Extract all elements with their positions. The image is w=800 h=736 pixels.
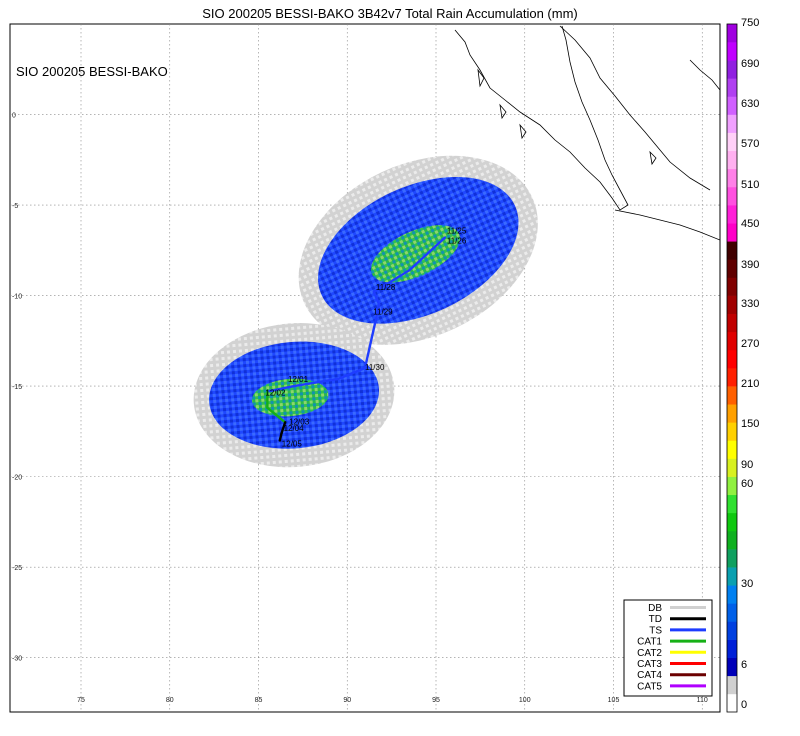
- lon-tick-label: 95: [432, 697, 440, 704]
- track-date-label: 11/30: [365, 363, 385, 372]
- track-segment[interactable]: [337, 366, 367, 381]
- track-date-label: 12/05: [282, 439, 303, 448]
- track-segment[interactable]: [266, 384, 296, 393]
- lat-tick-label: -15: [12, 384, 22, 391]
- track-segment[interactable]: [292, 377, 340, 388]
- track-segment[interactable]: [372, 290, 381, 306]
- track-segment[interactable]: [372, 269, 411, 294]
- storm-label: SIO 200205 BESSI-BAKO: [16, 64, 168, 79]
- lon-tick-label: 90: [343, 697, 351, 704]
- legend-label: DB: [648, 603, 662, 614]
- lon-tick-label: 75: [77, 697, 85, 704]
- track-date-label: 12/03: [289, 417, 310, 426]
- lat-tick-label: -30: [12, 656, 22, 663]
- track-segment[interactable]: [408, 236, 447, 272]
- longitude-tick-labels: 75 80 85 90 95 100 105 110: [77, 697, 708, 704]
- lat-tick-label: -10: [12, 294, 22, 301]
- coastline: [454, 25, 720, 241]
- gridlines: [10, 24, 720, 712]
- legend-label: CAT4: [637, 670, 662, 681]
- latitude-tick-labels: 0 -5 -10 -15 -20 -25 -30: [12, 113, 22, 663]
- track-date-label: 11/26: [447, 237, 467, 246]
- lon-tick-label: 85: [255, 697, 263, 704]
- track-date-label: 12/01: [288, 375, 309, 384]
- lat-tick-label: -20: [12, 475, 22, 482]
- north-blob: [298, 155, 538, 345]
- track-date-label: 11/28: [376, 283, 396, 292]
- legend-label: CAT1: [637, 637, 662, 648]
- lat-tick-label: 0: [12, 113, 16, 120]
- legend-label: CAT3: [637, 659, 662, 670]
- legend-label: CAT5: [637, 681, 662, 692]
- track-segment[interactable]: [280, 421, 287, 435]
- track-segment[interactable]: [278, 431, 283, 442]
- lat-tick-label: -25: [12, 565, 22, 572]
- legend-label: TD: [649, 614, 662, 625]
- legend-box: [623, 599, 713, 697]
- south-blob: [193, 323, 395, 468]
- lon-tick-label: 80: [166, 697, 174, 704]
- track-date-label: 11/25: [447, 227, 467, 236]
- chart-title: SIO 200205 BESSI-BAKO 3B42v7 Total Rain …: [202, 6, 578, 21]
- lat-tick-label: -5: [12, 203, 18, 210]
- track-segment[interactable]: [266, 406, 287, 424]
- track-segment[interactable]: [363, 303, 381, 370]
- track-date-label: 12/04: [284, 424, 305, 433]
- track-date-label: 12/02: [265, 389, 286, 398]
- track-date-label: 11/29: [373, 308, 393, 317]
- rain-layer: [193, 155, 538, 468]
- lon-tick-label: 105: [608, 697, 620, 704]
- storm-track[interactable]: [266, 236, 447, 442]
- heavy-rain-area: [251, 378, 329, 417]
- legend-label: CAT2: [637, 648, 662, 659]
- lon-tick-label: 100: [519, 697, 531, 704]
- legend-label: TS: [649, 625, 662, 636]
- heavy-rain-area: [371, 225, 460, 283]
- lon-tick-label: 110: [697, 697, 708, 704]
